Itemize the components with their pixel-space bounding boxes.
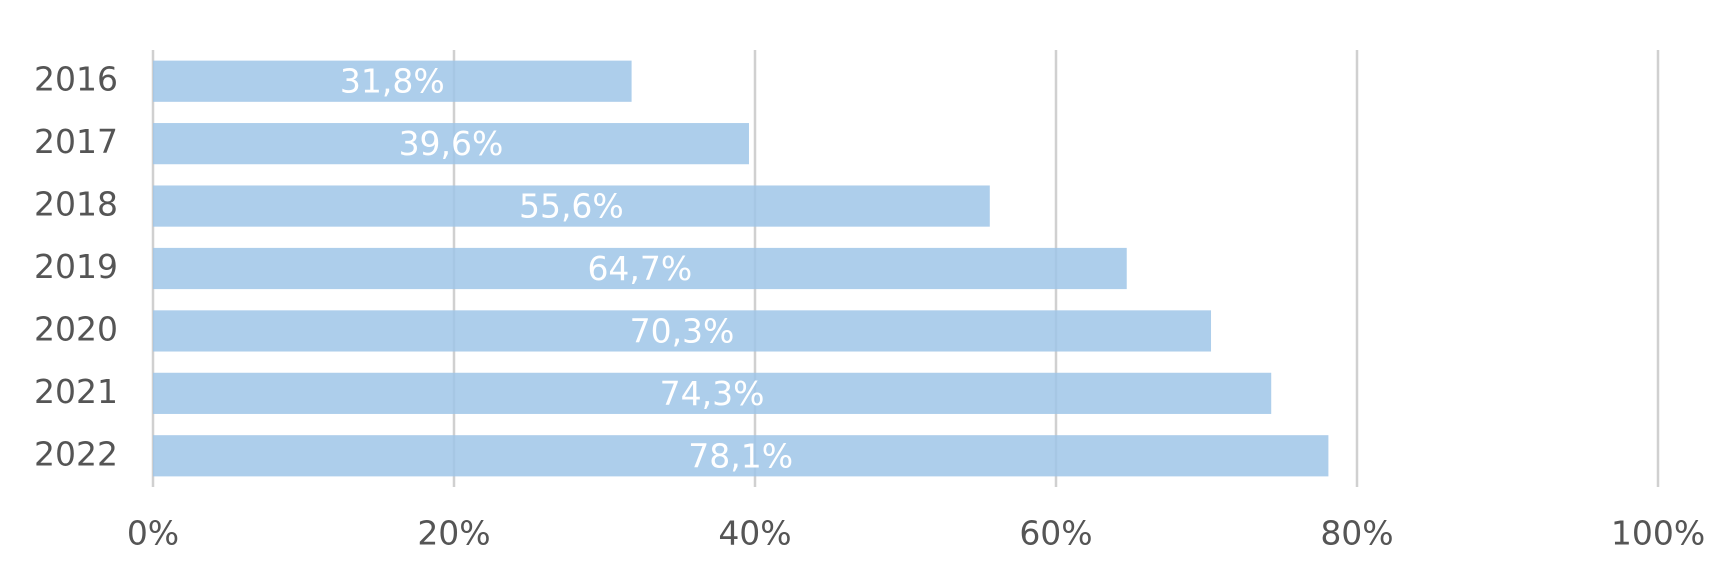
value-label: 31,8% (340, 62, 445, 101)
y-tick-label: 2021 (34, 372, 118, 411)
bar (153, 435, 1329, 477)
value-label: 55,6% (519, 187, 624, 226)
y-tick-label: 2018 (34, 185, 118, 224)
y-tick-label: 2020 (34, 309, 118, 348)
y-tick-label: 2016 (34, 60, 118, 99)
value-label: 78,1% (688, 436, 793, 475)
x-tick-label: 100% (1611, 514, 1705, 553)
value-label: 39,6% (399, 124, 504, 163)
x-tick-label: 60% (1019, 514, 1092, 553)
bar (153, 247, 1127, 290)
value-label: 74,3% (660, 374, 765, 413)
y-tick-label: 2017 (34, 122, 118, 161)
x-tick-label: 0% (127, 514, 179, 553)
x-tick-label: 20% (417, 514, 490, 553)
bar (153, 372, 1272, 414)
bar (153, 310, 1212, 352)
bar (153, 123, 749, 165)
value-label: 64,7% (587, 249, 692, 288)
bar (153, 185, 990, 227)
value-label: 70,3% (630, 311, 735, 350)
y-tick-label: 2022 (34, 434, 118, 473)
bar (153, 60, 632, 102)
x-tick-label: 80% (1320, 514, 1393, 553)
x-tick-label: 40% (718, 514, 791, 553)
y-tick-label: 2019 (34, 247, 118, 286)
